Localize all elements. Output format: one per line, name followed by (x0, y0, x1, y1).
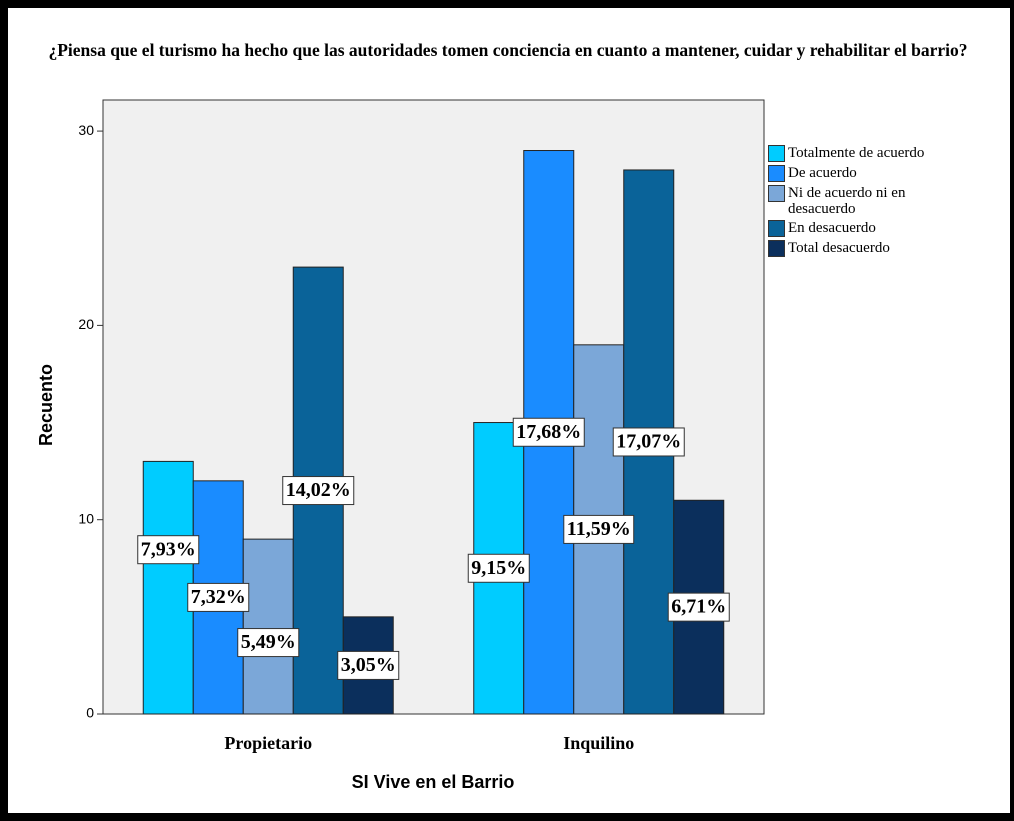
data-label-box (467, 553, 530, 583)
data-label-text: 11,59% (567, 518, 631, 540)
data-label: 17,07% (612, 427, 685, 457)
legend-item: Total desacuerdo (768, 240, 958, 257)
data-label: 5,49% (237, 628, 300, 658)
legend-swatch (768, 220, 785, 237)
data-label: 9,15% (467, 553, 530, 583)
legend-text: Ni de acuerdo ni en desacuerdo (788, 185, 906, 217)
data-label-box (563, 514, 635, 544)
data-label-text: 14,02% (286, 479, 351, 501)
data-label-box (612, 427, 685, 457)
chart-title: ¿Piensa que el turismo ha hecho que las … (48, 40, 968, 60)
x-tick-label: Inquilino (563, 733, 634, 753)
legend-text: Total desacuerdo (788, 240, 890, 256)
data-label-text: 7,32% (191, 586, 246, 608)
x-axis-label: SI Vive en el Barrio (352, 772, 515, 792)
data-label-text: 6,71% (671, 596, 726, 618)
data-label-box (137, 535, 200, 565)
y-tick-label: 10 (78, 510, 94, 526)
data-label: 3,05% (337, 650, 400, 680)
x-tick-label: Propietario (224, 733, 312, 753)
data-label: 11,59% (563, 514, 635, 544)
data-label: 6,71% (667, 592, 730, 622)
data-label-text: 5,49% (241, 631, 296, 653)
data-label: 14,02% (282, 476, 355, 506)
legend-item: En desacuerdo (768, 220, 958, 237)
legend-text: De acuerdo (788, 165, 857, 181)
y-tick-label: 20 (78, 316, 94, 332)
data-label-text: 17,07% (616, 431, 681, 453)
y-tick-label: 30 (78, 122, 94, 138)
legend-swatch (768, 240, 785, 257)
data-label-text: 17,68% (516, 421, 581, 443)
data-label: 7,32% (187, 582, 250, 612)
data-label-box (667, 592, 730, 622)
data-label: 17,68% (512, 417, 585, 447)
legend-swatch (768, 145, 785, 162)
legend-text: Totalmente de acuerdo (788, 145, 925, 161)
legend-item: Totalmente de acuerdo (768, 145, 958, 162)
data-label-box (282, 476, 355, 506)
data-label-box (237, 628, 300, 658)
data-label-text: 7,93% (141, 538, 196, 560)
legend-swatch (768, 185, 785, 202)
bar (242, 538, 294, 715)
data-label-box (512, 417, 585, 447)
y-axis-label: Recuento (36, 364, 56, 446)
data-label-box (187, 582, 250, 612)
legend-swatch (768, 165, 785, 182)
y-tick-label: 0 (86, 705, 94, 721)
legend-item: Ni de acuerdo ni en desacuerdo (768, 185, 958, 217)
data-label-text: 9,15% (471, 557, 526, 579)
data-label-text: 3,05% (341, 654, 396, 676)
legend-item: De acuerdo (768, 165, 958, 182)
legend-text: En desacuerdo (788, 220, 876, 236)
data-label-box (337, 650, 400, 680)
legend: Totalmente de acuerdo De acuerdo Ni de acu… (768, 145, 958, 260)
bar (142, 460, 194, 715)
data-label: 7,93% (137, 535, 200, 565)
